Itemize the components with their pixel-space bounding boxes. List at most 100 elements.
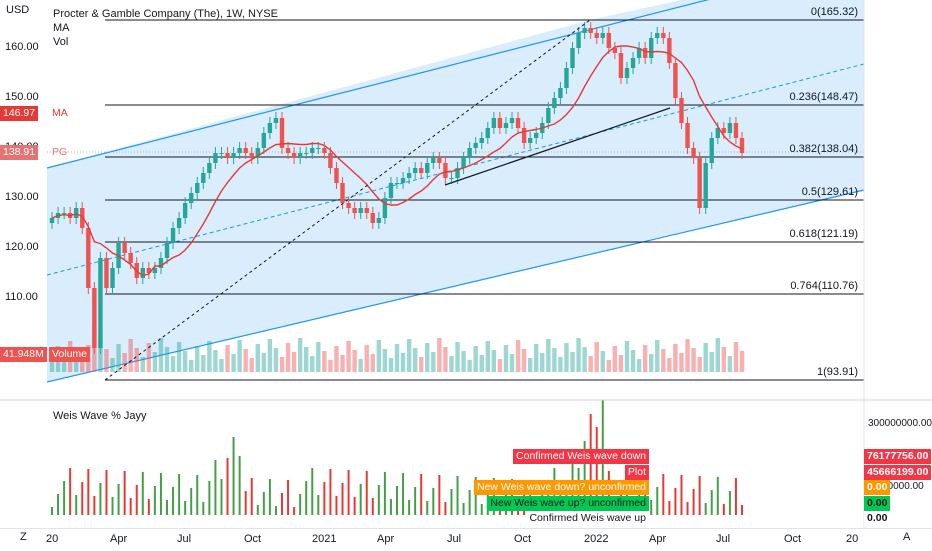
candle — [170, 222, 176, 249]
weis-bar — [147, 499, 150, 515]
volume-bar — [201, 355, 206, 372]
volume-badge: 41.948M — [0, 347, 47, 362]
moving-average-line — [51, 45, 743, 277]
time-tick: Oct — [514, 533, 532, 545]
vol-indicator-label[interactable]: Vol — [53, 36, 69, 48]
zoom-button[interactable]: Z — [20, 531, 27, 543]
volume-bar — [715, 338, 720, 372]
weis-bar — [595, 427, 598, 515]
weis-bar — [250, 478, 253, 515]
candle — [503, 117, 509, 134]
chart-area[interactable] — [0, 0, 932, 528]
candle — [49, 212, 55, 229]
price-tick: 130.00 — [5, 191, 39, 203]
weis-bar — [716, 477, 719, 515]
candle — [237, 142, 242, 159]
candle — [86, 222, 91, 294]
candle — [661, 27, 666, 44]
time-axis[interactable] — [0, 528, 932, 551]
volume-bar — [606, 360, 612, 372]
symbol-title[interactable]: Procter & Gamble Company (The), 1W, NYSE — [53, 8, 278, 20]
candle — [195, 177, 200, 199]
candle — [606, 27, 612, 54]
weis-bar — [335, 496, 338, 515]
fibonacci-retracement[interactable] — [47, 19, 864, 381]
weis-bar — [474, 477, 477, 515]
candle — [461, 152, 466, 174]
candle — [515, 112, 521, 134]
candle — [388, 177, 394, 204]
weis-bar — [650, 500, 653, 515]
volume-bar — [642, 345, 648, 372]
weis-bar — [662, 474, 665, 515]
candle — [624, 62, 630, 84]
weis-bar — [208, 481, 211, 515]
weis-row-value: 45666199.00 — [864, 464, 932, 480]
ma-indicator-label[interactable]: MA — [53, 22, 70, 34]
volume-bar — [691, 348, 696, 372]
weis-bar — [686, 502, 689, 515]
auto-scale-button[interactable]: A — [903, 531, 911, 543]
weis-bar — [105, 470, 108, 515]
volume-tag: Volume — [49, 347, 91, 362]
volume-bar — [297, 338, 303, 372]
volume-bar — [588, 356, 593, 372]
weis-bar — [129, 498, 132, 515]
candle — [697, 152, 702, 214]
candle — [679, 92, 684, 129]
weis-row-label: New Weis wave down? unconfirmed — [473, 480, 649, 495]
volume-bar — [534, 344, 539, 372]
volume-bar — [219, 359, 224, 372]
candle — [243, 142, 248, 159]
volume-bar — [189, 360, 194, 372]
time-tick: 20 — [846, 533, 859, 545]
volume-bar — [667, 358, 672, 372]
candle — [521, 122, 527, 149]
candle — [394, 177, 400, 189]
channel-lower — [46, 189, 865, 383]
candle — [104, 252, 109, 294]
volume-bar — [558, 357, 563, 372]
weis-bar — [347, 470, 350, 515]
volume-bar — [503, 345, 509, 372]
candle — [419, 162, 424, 179]
weis-bar — [420, 474, 423, 515]
volume-bar — [582, 347, 587, 372]
weis-bar — [274, 506, 277, 515]
candle — [400, 172, 406, 189]
volume-bar — [310, 356, 315, 372]
weis-row-label: Confirmed Weis wave down — [513, 449, 649, 464]
trend-lines[interactable] — [104, 19, 671, 381]
volume-bar — [636, 359, 642, 372]
volume-bar — [461, 351, 466, 372]
candle — [370, 207, 375, 229]
volume-bar — [594, 342, 599, 372]
candle — [61, 207, 67, 219]
weis-bar — [311, 468, 314, 515]
weis-bar — [389, 499, 392, 515]
weis-bar — [589, 414, 592, 515]
candle — [98, 252, 103, 354]
price-tick: 120.00 — [5, 241, 39, 253]
volume-bar — [527, 358, 533, 372]
volume-bar — [358, 359, 363, 372]
ma-line — [51, 45, 743, 277]
weis-bar — [214, 460, 217, 515]
weis-indicator-title[interactable]: Weis Wave % Jayy — [53, 410, 147, 422]
weis-bar — [402, 473, 405, 515]
candle — [564, 62, 569, 94]
weis-bar — [359, 484, 362, 515]
weis-row-value: 0.00 — [864, 511, 891, 526]
candle — [176, 212, 182, 234]
volume-bar — [98, 340, 103, 372]
channel-upper — [46, 0, 710, 169]
time-tick: Jul — [177, 533, 192, 545]
candle — [691, 142, 696, 164]
regression-channel — [46, 0, 865, 383]
candle — [733, 117, 739, 144]
weis-row-value: 0.00 — [864, 480, 891, 495]
candle — [255, 142, 260, 164]
chart-legend: Procter & Gamble Company (The), 1W, NYSE… — [53, 7, 278, 49]
candle — [479, 132, 484, 149]
candle — [146, 262, 152, 279]
